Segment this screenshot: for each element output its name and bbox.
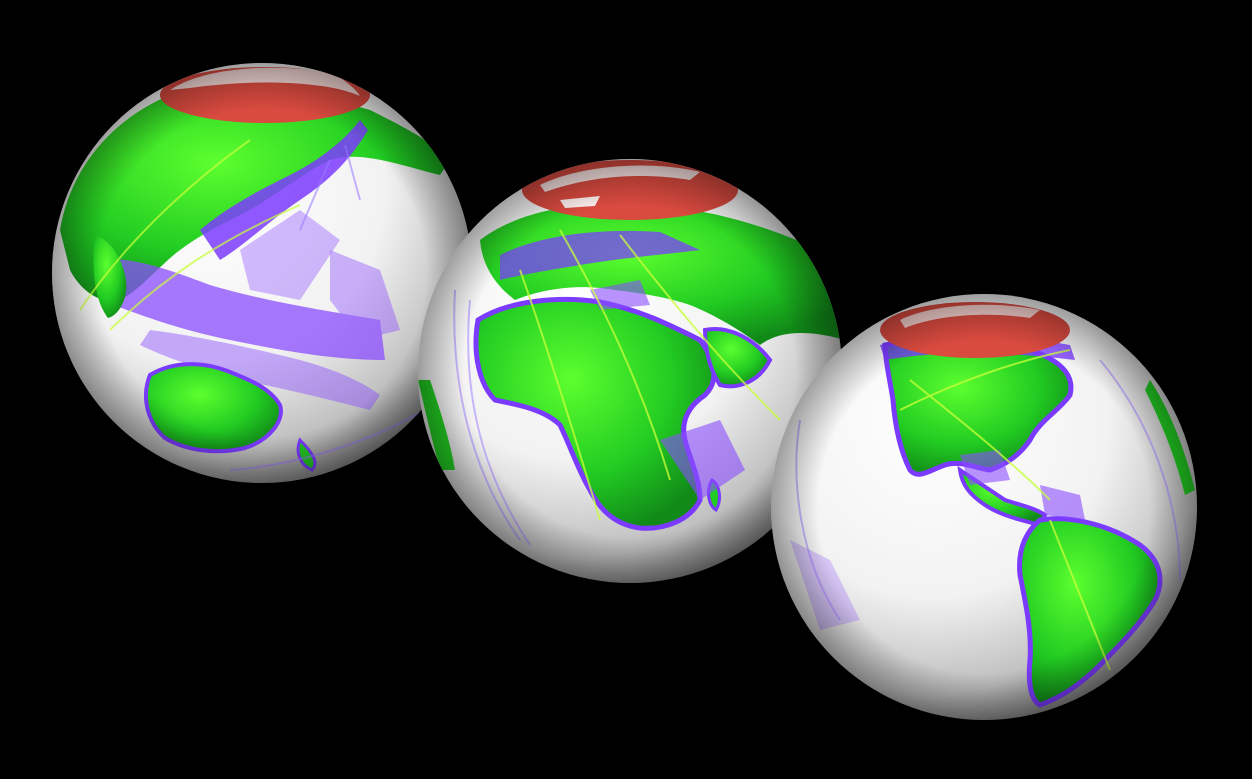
globe-americas: [771, 294, 1197, 720]
globe-asia-australia: [52, 63, 472, 483]
globe-africa-europe: [418, 159, 842, 583]
